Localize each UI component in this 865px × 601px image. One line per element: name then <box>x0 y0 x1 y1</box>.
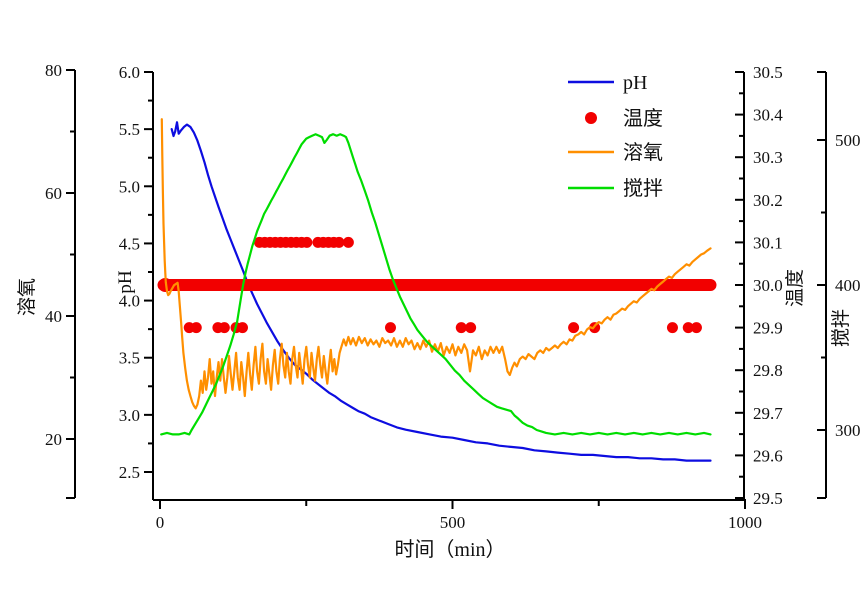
tick-label: 30.1 <box>753 233 783 252</box>
x-axis: 0 500 1000 时间（min） <box>153 499 762 561</box>
temp-dot <box>342 236 354 248</box>
tick-label: 5.5 <box>119 120 140 139</box>
temp-dot <box>218 322 230 334</box>
tick-label: 6.0 <box>119 63 140 82</box>
tick-label: 30.2 <box>753 191 783 210</box>
tick-label: 300 <box>835 421 861 440</box>
legend-item-温度: 温度 <box>585 107 663 130</box>
tick-label: 3.5 <box>119 349 140 368</box>
tick-label: 29.5 <box>753 489 783 508</box>
series-line-搅拌 <box>160 133 712 436</box>
legend-item-pH: pH <box>568 72 647 94</box>
tick-label: 29.8 <box>753 361 783 380</box>
temp-dot <box>682 322 694 334</box>
series-line-pH <box>170 121 712 462</box>
tick-label: 5.0 <box>119 177 140 196</box>
tick-label: 4.5 <box>119 234 140 253</box>
stirring-axis-title: 搅拌 <box>830 309 852 347</box>
tick-label: 500 <box>835 131 861 150</box>
series-温度 <box>157 236 717 334</box>
ph-axis: 6.0 5.5 5.0 4.5 4.0 3.5 3.0 2.5 pH <box>115 63 154 500</box>
tick-label: 2.5 <box>119 463 140 482</box>
ph-axis-title: pH <box>115 270 136 294</box>
series-pH <box>170 121 712 462</box>
tick-label: 60 <box>45 184 62 203</box>
temp-dot <box>690 322 702 334</box>
tick-label: 30.0 <box>753 276 783 295</box>
temp-dot <box>455 322 467 334</box>
temp-dot <box>190 322 202 334</box>
temp-dot <box>666 322 678 334</box>
legend-label: 温度 <box>623 107 663 130</box>
legend-dot-marker <box>585 112 597 124</box>
dissolved-oxygen-axis-title: 溶氧 <box>16 278 38 316</box>
tick-label: 80 <box>45 61 62 80</box>
legend-label: pH <box>623 72 647 94</box>
tick-label: 4.0 <box>119 292 140 311</box>
legend-item-搅拌: 搅拌 <box>568 177 663 200</box>
legend-item-溶氧: 溶氧 <box>568 141 663 164</box>
temp-dot <box>465 322 477 334</box>
tick-label: 30.4 <box>753 106 783 125</box>
tick-label: 400 <box>835 276 861 295</box>
tick-label: 30.3 <box>753 148 783 167</box>
series-line-溶氧 <box>160 118 712 410</box>
tick-label: 20 <box>45 430 62 449</box>
tick-label: 500 <box>440 513 466 532</box>
legend-label: 溶氧 <box>623 141 663 164</box>
temp-dot <box>333 236 345 248</box>
tick-label: 29.6 <box>753 446 783 465</box>
tick-label: 40 <box>45 307 62 326</box>
series-溶氧 <box>160 118 712 410</box>
legend-label: 搅拌 <box>623 177 663 200</box>
tick-label: 29.9 <box>753 319 783 338</box>
tick-label: 1000 <box>728 513 762 532</box>
temperature-axis: 30.5 30.4 30.3 30.2 30.1 30.0 29.9 29.8 29.7 29.6… <box>735 63 806 508</box>
x-axis-title: 时间（min） <box>394 538 505 561</box>
temp-dot <box>236 322 248 334</box>
tick-label: 30.5 <box>753 63 783 82</box>
temp-dot <box>384 322 396 334</box>
tick-label: 29.7 <box>753 404 783 423</box>
tick-label: 0 <box>156 513 165 532</box>
temp-dot <box>301 236 313 248</box>
dissolved-oxygen-axis: 80 60 40 20 溶氧 <box>16 61 76 499</box>
temperature-axis-title: 温度 <box>784 269 806 307</box>
series-搅拌 <box>160 133 712 436</box>
stirring-axis: 500 400 300 搅拌 <box>817 71 861 499</box>
tick-label: 3.0 <box>119 406 140 425</box>
temp-dot <box>568 322 580 334</box>
